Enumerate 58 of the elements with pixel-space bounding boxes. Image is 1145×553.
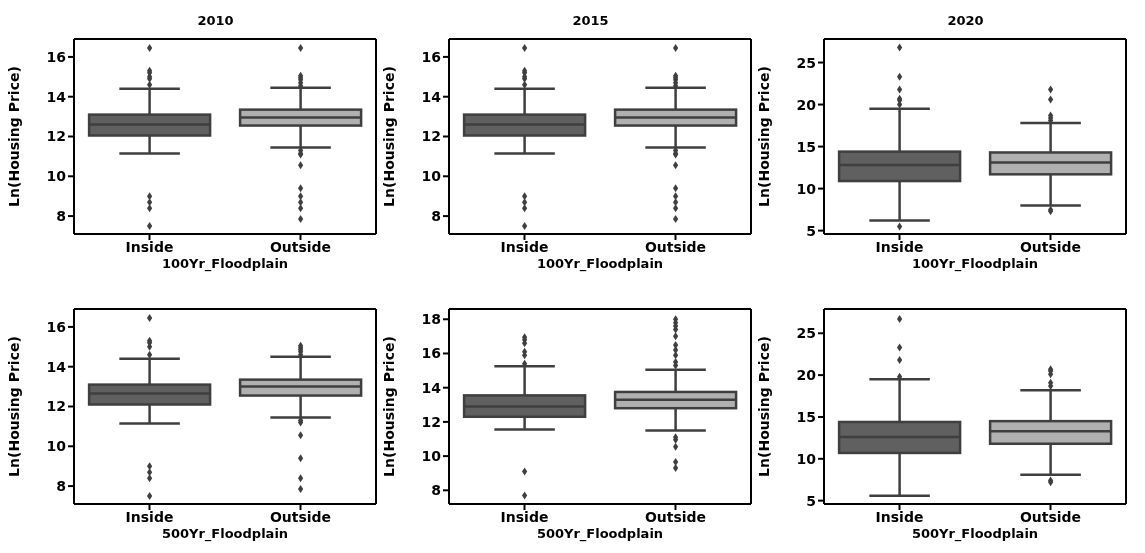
x-tick-label: Outside — [269, 238, 332, 255]
y-tick-label: 25 — [796, 54, 816, 71]
x-tick-label: Inside — [875, 508, 924, 525]
x-tick-label: Outside — [1019, 508, 1082, 525]
x-tick-label: Inside — [500, 238, 549, 255]
x-tick-label: Inside — [500, 508, 549, 525]
x-axis-title: 500Yr_Floodplain — [536, 526, 664, 542]
x-tick-label: Inside — [125, 508, 174, 525]
x-axis-title: 100Yr_Floodplain — [161, 256, 289, 272]
y-tick-label: 14 — [46, 88, 67, 105]
y-tick-label: 10 — [796, 450, 817, 467]
y-axis-title: Ln(Housing Price) — [380, 336, 397, 477]
y-tick-label: 16 — [46, 318, 66, 335]
y-tick-label: 15 — [796, 408, 816, 425]
y-tick-label: 16 — [46, 48, 66, 65]
y-tick-label: 25 — [796, 325, 816, 342]
y-tick-label: 10 — [421, 168, 442, 185]
y-tick-label: 14 — [46, 358, 67, 375]
y-tick-label: 20 — [796, 367, 817, 384]
y-tick-label: 10 — [46, 438, 67, 455]
chart-title: 2010 — [196, 12, 235, 30]
y-tick-label: 8 — [56, 208, 66, 225]
y-axis-title: Ln(Housing Price) — [755, 336, 772, 477]
x-tick-label: Outside — [644, 508, 707, 525]
x-axis-title: 500Yr_Floodplain — [161, 526, 289, 542]
y-tick-label: 12 — [46, 398, 66, 415]
y-tick-label: 8 — [56, 478, 66, 495]
x-tick-label: Inside — [875, 238, 924, 255]
x-tick-label: Outside — [644, 238, 707, 255]
y-tick-label: 14 — [421, 88, 442, 105]
y-tick-label: 5 — [806, 222, 816, 239]
y-tick-label: 12 — [421, 128, 441, 145]
x-tick-label: Outside — [269, 508, 332, 525]
x-axis-title: 100Yr_Floodplain — [536, 256, 664, 272]
y-tick-label: 10 — [796, 180, 817, 197]
y-axis-title: Ln(Housing Price) — [5, 66, 22, 207]
y-tick-label: 10 — [46, 168, 67, 185]
y-axis-title: Ln(Housing Price) — [5, 336, 22, 477]
y-tick-label: 16 — [421, 345, 441, 362]
x-axis-title: 500Yr_Floodplain — [911, 526, 1039, 542]
y-tick-label: 8 — [431, 208, 441, 225]
y-tick-label: 16 — [421, 48, 441, 65]
y-tick-label: 15 — [796, 138, 816, 155]
y-tick-label: 20 — [796, 96, 817, 113]
x-tick-label: Inside — [125, 238, 174, 255]
chart-title: 2020 — [946, 12, 985, 30]
y-tick-label: 5 — [806, 492, 816, 509]
x-tick-label: Outside — [1019, 238, 1082, 255]
y-tick-label: 12 — [421, 413, 441, 430]
y-tick-label: 14 — [421, 379, 442, 396]
y-tick-label: 8 — [431, 482, 441, 499]
x-axis-title: 100Yr_Floodplain — [911, 256, 1039, 272]
y-tick-label: 12 — [46, 128, 66, 145]
y-axis-title: Ln(Housing Price) — [380, 66, 397, 207]
y-tick-label: 18 — [421, 311, 441, 328]
y-axis-title: Ln(Housing Price) — [755, 66, 772, 207]
y-tick-label: 10 — [421, 448, 442, 465]
chart-title: 2015 — [571, 12, 610, 30]
